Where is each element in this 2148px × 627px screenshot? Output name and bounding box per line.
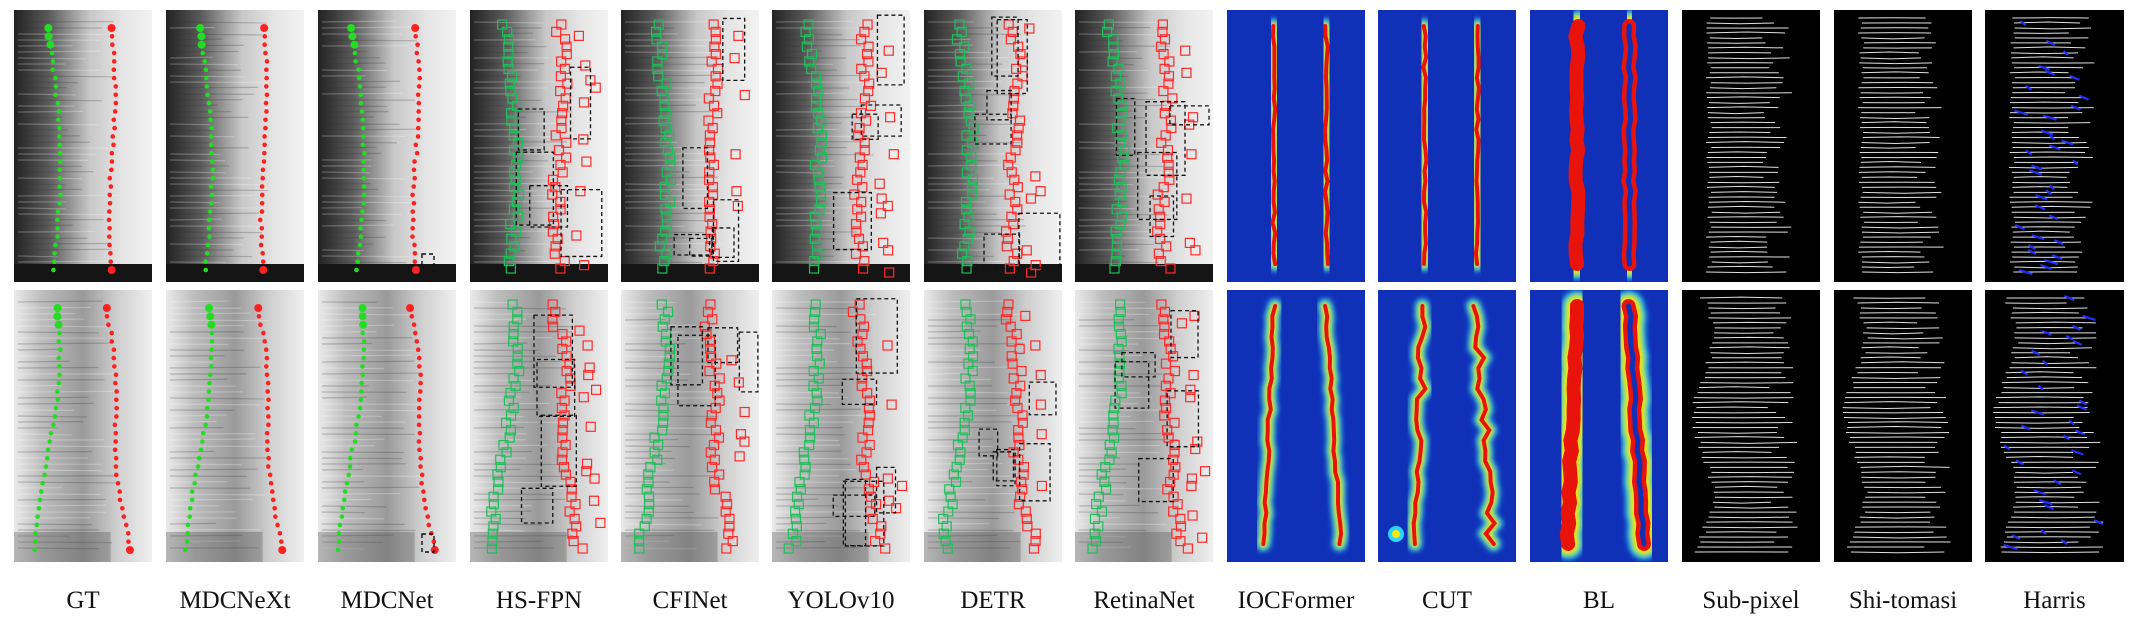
- bottom-result-image: [166, 290, 304, 562]
- column-hs-fpn: HS-FPN: [470, 0, 608, 627]
- method-label: MDCNet: [340, 587, 434, 614]
- top-result-image: [14, 10, 152, 282]
- method-label: CUT: [1422, 587, 1472, 614]
- bottom-result-image: [14, 290, 152, 562]
- bottom-result-image: [470, 290, 608, 562]
- method-label: BL: [1583, 587, 1615, 614]
- column-retinanet: RetinaNet: [1075, 0, 1213, 627]
- top-result-image: [1227, 10, 1365, 282]
- top-result-image: [1985, 10, 2124, 282]
- method-label: RetinaNet: [1093, 587, 1195, 614]
- column-cfinet: CFINet: [621, 0, 759, 627]
- bottom-result-image: [924, 290, 1062, 562]
- bottom-result-image: [621, 290, 759, 562]
- method-label: Sub-pixel: [1702, 587, 1800, 614]
- bottom-result-image: [1834, 290, 1972, 562]
- method-label: YOLOv10: [787, 587, 895, 614]
- top-result-image: [318, 10, 456, 282]
- top-result-image: [470, 10, 608, 282]
- bottom-result-image: [1075, 290, 1213, 562]
- bottom-result-image: [1227, 290, 1365, 562]
- bottom-result-image: [772, 290, 910, 562]
- top-result-image: [1378, 10, 1516, 282]
- method-label: DETR: [960, 587, 1026, 614]
- column-mdcnet: MDCNet: [318, 0, 456, 627]
- method-label: IOCFormer: [1237, 587, 1355, 614]
- column-detr: DETR: [924, 0, 1062, 627]
- top-result-image: [1682, 10, 1820, 282]
- bottom-result-image: [1530, 290, 1668, 562]
- method-label: MDCNeXt: [179, 587, 291, 614]
- method-label: HS-FPN: [495, 587, 583, 614]
- top-result-image: [772, 10, 910, 282]
- top-result-image: [1834, 10, 1972, 282]
- column-harris: Harris: [1985, 0, 2124, 627]
- column-yolov10: YOLOv10: [772, 0, 910, 627]
- method-label: Shi-tomasi: [1848, 587, 1958, 614]
- top-result-image: [1075, 10, 1213, 282]
- bottom-result-image: [1378, 290, 1516, 562]
- bottom-result-image: [1682, 290, 1820, 562]
- column-shi-tomasi: Shi-tomasi: [1834, 0, 1972, 627]
- top-result-image: [166, 10, 304, 282]
- column-gt: GT: [14, 0, 152, 627]
- method-label: Harris: [2023, 587, 2086, 614]
- column-mdcnext: MDCNeXt: [166, 0, 304, 627]
- top-result-image: [924, 10, 1062, 282]
- method-label: CFINet: [652, 587, 728, 614]
- bottom-result-image: [318, 290, 456, 562]
- top-result-image: [621, 10, 759, 282]
- bottom-result-image: [1985, 290, 2124, 562]
- method-label: GT: [66, 587, 100, 614]
- column-sub-pixel: Sub-pixel: [1682, 0, 1820, 627]
- column-iocformer: IOCFormer: [1227, 0, 1365, 627]
- column-bl: BL: [1530, 0, 1668, 627]
- top-result-image: [1530, 10, 1668, 282]
- column-cut: CUT: [1378, 0, 1516, 627]
